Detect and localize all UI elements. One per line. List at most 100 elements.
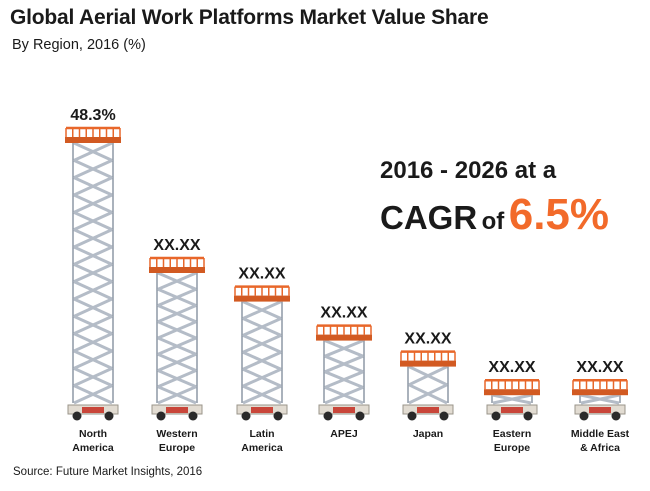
lift-wheel [323,411,333,421]
platform-deck [316,334,372,341]
scissor-arm [157,304,197,324]
scissor-arm [73,314,113,336]
bar-3: XX.XX APEJ [316,305,372,440]
lift-base-panel [82,407,104,413]
lift-base-panel [417,407,439,413]
lift-wheel [439,411,449,421]
scissor-arm [73,210,113,232]
lift-wheel [523,411,533,421]
lift-wheel [355,411,365,421]
value-label: XX.XX [320,305,367,322]
cagr-period: 2016 - 2026 at a [380,157,557,184]
cagr-of-word: of [481,208,505,235]
category-label: Western [156,428,197,440]
chart-title: Global Aerial Work Platforms Market Valu… [10,6,489,29]
bar-1: XX.XX Western Europe [149,237,205,454]
value-label: XX.XX [153,237,200,254]
cagr-word: CAGR [380,199,478,236]
lift-wheel [407,411,417,421]
scissor-arm [73,141,113,162]
lift-wheel [273,411,283,421]
platform-deck [234,295,290,302]
lift-base-panel [501,407,523,413]
lift-wheel [241,411,251,421]
category-label: America [241,442,283,454]
value-label: XX.XX [576,359,623,376]
lift-wheel [188,411,198,421]
scissor-arm [242,384,282,405]
scissor-arm [324,339,364,358]
scissor-arm [580,393,620,405]
value-label: XX.XX [238,266,285,283]
bar-0: 48.3% North America [65,107,121,454]
scissor-arm [73,332,113,353]
lift-wheel [104,411,114,421]
category-label: Eastern [493,428,532,440]
platform-deck [65,137,121,143]
source-note: Source: Future Market Insights, 2016 [13,466,203,478]
lift-base-panel [589,407,611,413]
cagr-line: CAGR of 6.5% [380,193,609,237]
platform-deck [149,267,205,273]
lift-wheel [156,411,166,421]
scissor-arm [73,228,113,249]
scissor-arm [242,317,282,337]
value-label: 48.3% [70,107,115,124]
platform-deck [400,360,456,367]
cagr-value: 6.5% [508,190,610,239]
lift-base-panel [251,407,273,413]
scissor-arm [242,367,282,388]
category-label: North [79,428,107,440]
scissor-arm [324,354,364,374]
scissor-arm [73,349,113,370]
category-label: America [72,442,114,454]
scissor-arm [242,334,282,354]
scissor-arm [73,384,113,405]
lift-wheel [491,411,501,421]
scissor-arm [324,370,364,389]
category-label: Middle East [571,428,630,440]
scissor-arm [242,350,282,371]
category-label: Japan [413,428,443,440]
lift-wheel [611,411,621,421]
category-label: Latin [249,428,274,440]
scissor-arm [73,158,113,180]
bar-5: XX.XX Eastern Europe [484,359,540,454]
scissor-arm [157,352,197,372]
scissor-arm [157,320,197,340]
scissor-arm [157,287,197,307]
scissor-arm [408,383,448,405]
scissor-arm [157,336,197,356]
lift-wheel [579,411,589,421]
scissor-arm [157,385,197,405]
scissor-arm [324,386,364,405]
category-label: & Africa [580,442,620,454]
scissor-arm [73,280,113,301]
bar-2: XX.XX Latin America [234,266,290,454]
scissor-arm [73,297,113,318]
lift-base-panel [166,407,188,413]
bar-6: XX.XX Middle East & Africa [571,359,630,454]
scissor-arm [492,393,532,405]
scissor-arm [157,369,197,389]
scissor-arm [73,193,113,214]
platform-deck [484,389,540,396]
platform-deck [572,389,628,396]
category-label: Europe [159,442,195,454]
scissor-arm [157,271,197,291]
chart-subtitle: By Region, 2016 (%) [12,37,146,53]
scissor-arm [408,365,448,387]
value-label: XX.XX [404,331,451,348]
category-label: APEJ [330,428,358,440]
scissor-arm [242,300,282,320]
lift-wheel [72,411,82,421]
value-label: XX.XX [488,359,535,376]
lift-base-panel [333,407,355,413]
scissor-arm [73,262,113,284]
scissor-arm [73,366,113,388]
category-label: Europe [494,442,530,454]
bar-4: XX.XX Japan [400,331,456,440]
scissor-arm [73,245,113,266]
scissor-arm [73,176,113,197]
